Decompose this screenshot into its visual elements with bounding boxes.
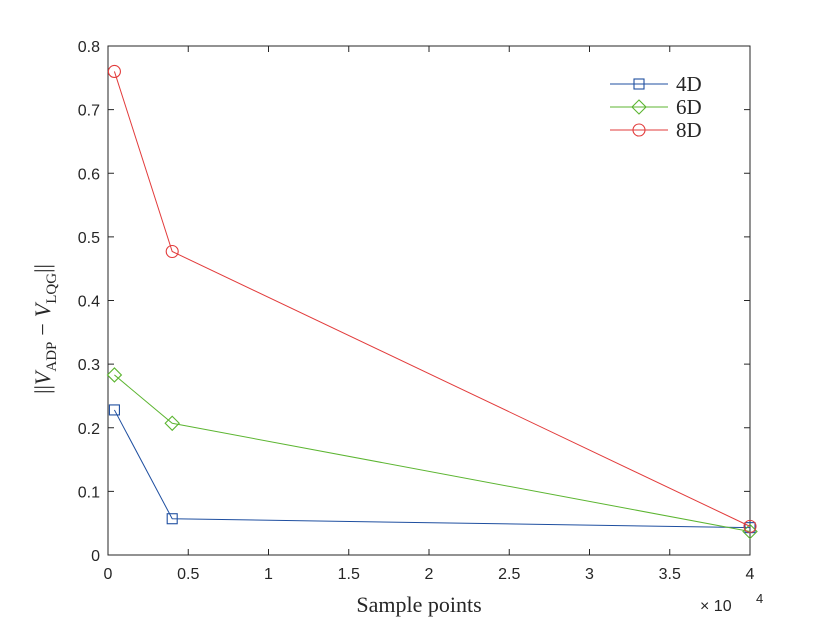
series-line [113, 71, 751, 527]
ylabel-v2: V [30, 301, 55, 317]
ylabel-close: || [30, 264, 55, 273]
data-point-marker [108, 404, 120, 416]
x-tick-label: 0 [104, 566, 113, 583]
ylabel-sub2: LQG [44, 273, 60, 304]
data-point-marker [742, 523, 758, 540]
x-tick-label: 3 [585, 566, 594, 583]
data-point-marker [106, 367, 123, 383]
x-multiplier-base: × 10 [700, 598, 732, 615]
legend-marker [631, 99, 647, 115]
series-4d [108, 404, 756, 534]
series-line [113, 409, 751, 529]
legend-label: 8D [676, 118, 702, 142]
data-point-marker [166, 513, 178, 525]
x-tick-label: 0.5 [177, 566, 199, 583]
y-tick-label: 0.5 [78, 230, 100, 247]
legend-marker [632, 123, 646, 137]
series-layer [106, 64, 758, 540]
plot-area-frame [107, 45, 751, 556]
x-multiplier-exponent: 4 [756, 591, 763, 606]
series-line [114, 374, 751, 532]
legend-marker [633, 78, 645, 90]
y-axis-label: ||VADP−VLQG|| [30, 264, 60, 394]
y-tick-label: 0.8 [78, 39, 100, 56]
ylabel-sub1: ADP [44, 342, 60, 372]
ylabel-open: || [30, 385, 55, 394]
ylabel-v1: V [30, 369, 55, 385]
y-tick-label: 0.4 [78, 294, 100, 311]
data-point-marker [165, 244, 179, 259]
y-tick-label: 0.1 [78, 484, 100, 501]
x-tick-label: 1.5 [338, 566, 360, 583]
legend-label: 6D [676, 95, 702, 119]
ylabel-minus: − [30, 323, 55, 335]
data-point-marker [107, 64, 121, 78]
y-tick-label: 0 [91, 548, 100, 565]
legend-item-8d: 8D [610, 118, 702, 142]
data-point-marker [743, 519, 757, 533]
x-tick-label: 2 [425, 566, 434, 583]
legend-item-6d: 6D [610, 95, 702, 119]
x-tick-label: 2.5 [498, 566, 520, 583]
axes: 0 0.5 1 1.5 2 2.5 3 3.5 4 0 0.1 0.2 0.3 0.4 0.5 0.6 0.7… [78, 39, 755, 583]
x-axis-multiplier: × 10 4 [700, 591, 763, 615]
y-axis-ticks: 0 0.1 0.2 0.3 0.4 0.5 0.6 0.7 0.8 [78, 39, 750, 565]
legend-label: 4D [676, 72, 702, 96]
x-axis-ticks: 0 0.5 1 1.5 2 2.5 3 3.5 4 [104, 46, 755, 583]
x-tick-label: 4 [746, 566, 755, 583]
y-tick-label: 0.2 [78, 421, 100, 438]
y-tick-label: 0.3 [78, 357, 100, 374]
x-axis-label: Sample points [356, 592, 481, 617]
series-6d [106, 367, 758, 540]
x-tick-label: 3.5 [659, 566, 681, 583]
series-8d [107, 64, 757, 533]
y-tick-label: 0.6 [78, 166, 100, 183]
x-tick-label: 1 [264, 566, 273, 583]
y-tick-label: 0.7 [78, 103, 100, 120]
legend-item-4d: 4D [610, 72, 702, 96]
data-point-marker [164, 415, 180, 432]
